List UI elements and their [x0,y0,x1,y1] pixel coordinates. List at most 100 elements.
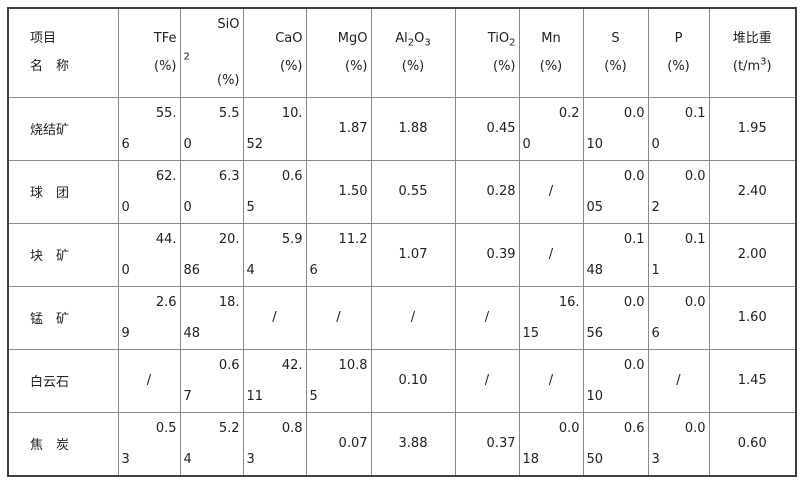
cell-manganese-ore-s: 0.0 56 [582,285,649,350]
cell-line-1: 2.6 [155,294,177,310]
cell-line-1: 42. [281,357,303,373]
row-name-sinter: 烧结矿 [7,96,119,161]
cell-manganese-ore-tfe: 2.6 9 [117,285,181,350]
cell-line-1: 0.0 [623,168,645,184]
column-header-line: Mn [541,30,561,46]
column-header-line: SiO [217,16,240,32]
column-header-line: TiO2 [487,30,516,49]
cell-line-2: 5 [309,388,318,404]
row-name-coke: 焦 炭 [7,411,119,476]
column-header-line: 项目 [30,30,57,46]
cell-dolomite-s: 0.0 10 [582,348,649,413]
header-row: 项目名 称 TFe (%) SiO 2 (%) CaO (%) MgO (%) Al2O3 (%) Ti… [7,7,797,98]
column-header-tio2: TiO2 (%) [454,7,520,98]
cell-line-2: 0 [651,136,660,152]
cell-line-1: 16. [558,294,580,310]
cell-pellet-al2o3: 0.55 [370,159,456,224]
cell-line-2: 6 [309,262,318,278]
cell-coke-tio2: 0.37 [454,411,520,476]
cell-line-1: 0.0 [684,168,706,184]
cell-line-2: 52 [246,136,264,152]
row-name-lump-ore: 块 矿 [7,222,119,287]
cell-line-2: 05 [586,199,604,215]
cell-line-1: 20. [218,231,240,247]
table-header: 项目名 称 TFe (%) SiO 2 (%) CaO (%) MgO (%) Al2O3 (%) Ti… [7,7,797,98]
cell-line-2: 15 [522,325,540,341]
cell-line-2: 0 [121,262,130,278]
column-header-line: TFe [153,30,177,46]
cell-line-2: 48 [183,325,201,341]
cell-manganese-ore-sio2: 18. 48 [179,285,244,350]
column-header-line: MgO [337,30,368,46]
cell-line-1: 0.0 [684,294,706,310]
column-header-line: 名 称 [30,58,70,74]
column-header-p: P (%) [647,7,710,98]
column-header-line: CaO [275,30,303,46]
column-header-s: S (%) [582,7,649,98]
cell-dolomite-p: / [647,348,710,413]
cell-line-2: 11 [246,388,264,404]
table-row-coke: 焦 炭 0.5 3 5.2 4 0.8 3 0.07 3.88 0.37 0.0 18 0.6 50 0.0… [7,411,797,476]
cell-line-2: 6 [121,136,130,152]
cell-line-1: 62. [155,168,177,184]
column-header-tfe: TFe (%) [117,7,181,98]
cell-dolomite-mn: / [518,348,584,413]
cell-coke-al2o3: 3.88 [370,411,456,476]
cell-line-1: 5.5 [218,105,240,121]
cell-sinter-bulk-density: 1.95 [708,96,797,161]
cell-coke-mn: 0.0 18 [518,411,584,476]
cell-coke-bulk-density: 0.60 [708,411,797,476]
cell-sinter-sio2: 5.5 0 [179,96,244,161]
cell-line-1: 18. [218,294,240,310]
cell-line-1: 10. [281,105,303,121]
table-body: 烧结矿 55. 6 5.5 0 10. 52 1.87 1.88 0.45 0.2 0 0.0 10 0.1… [7,96,797,476]
row-name-manganese-ore: 锰 矿 [7,285,119,350]
column-header-al2o3: Al2O3 (%) [370,7,456,98]
cell-line-1: 0.6 [218,357,240,373]
material-properties-table: 项目名 称 TFe (%) SiO 2 (%) CaO (%) MgO (%) Al2O3 (%) Ti… [7,7,797,477]
cell-line-2: 0 [183,199,192,215]
cell-sinter-cao: 10. 52 [242,96,307,161]
column-header-line: (%) [604,58,627,74]
column-header-line: S [611,30,620,46]
cell-sinter-tio2: 0.45 [454,96,520,161]
cell-pellet-sio2: 6.3 0 [179,159,244,224]
cell-dolomite-bulk-density: 1.45 [708,348,797,413]
cell-line-2: 0 [183,136,192,152]
table-row-dolomite: 白云石/0.6 7 42. 11 10.8 5 0.10//0.0 10/1.45 [7,348,797,413]
cell-line-1: 0.6 [623,420,645,436]
cell-line-1: 0.8 [281,420,303,436]
cell-manganese-ore-bulk-density: 1.60 [708,285,797,350]
column-header-name: 项目名 称 [7,7,119,98]
cell-line-2: 3 [246,451,255,467]
cell-lump-ore-mgo: 11.2 6 [305,222,372,287]
column-header-line: (%) [667,58,690,74]
cell-line-1: 0.0 [623,105,645,121]
column-header-line: (%) [539,58,563,74]
cell-dolomite-tio2: / [454,348,520,413]
column-header-mn: Mn (%) [518,7,584,98]
cell-line-1: 0.0 [558,420,580,436]
cell-line-1: 0.6 [281,168,303,184]
cell-line-1: 11.2 [338,231,368,247]
cell-line-2: 10 [586,388,604,404]
cell-pellet-cao: 0.6 5 [242,159,307,224]
cell-line-2: 4 [183,451,192,467]
cell-line-2: 5 [246,199,255,215]
cell-line-2: 86 [183,262,201,278]
cell-lump-ore-cao: 5.9 4 [242,222,307,287]
row-name-pellet: 球 团 [7,159,119,224]
cell-pellet-tio2: 0.28 [454,159,520,224]
column-header-line: (%) [345,58,368,74]
cell-line-1: 5.2 [218,420,240,436]
cell-line-1: 44. [155,231,177,247]
cell-line-2: 1 [651,262,660,278]
cell-pellet-bulk-density: 2.40 [708,159,797,224]
cell-lump-ore-tfe: 44. 0 [117,222,181,287]
cell-line-1: 10.8 [338,357,368,373]
cell-coke-s: 0.6 50 [582,411,649,476]
cell-lump-ore-bulk-density: 2.00 [708,222,797,287]
cell-pellet-tfe: 62. 0 [117,159,181,224]
cell-coke-mgo: 0.07 [305,411,372,476]
